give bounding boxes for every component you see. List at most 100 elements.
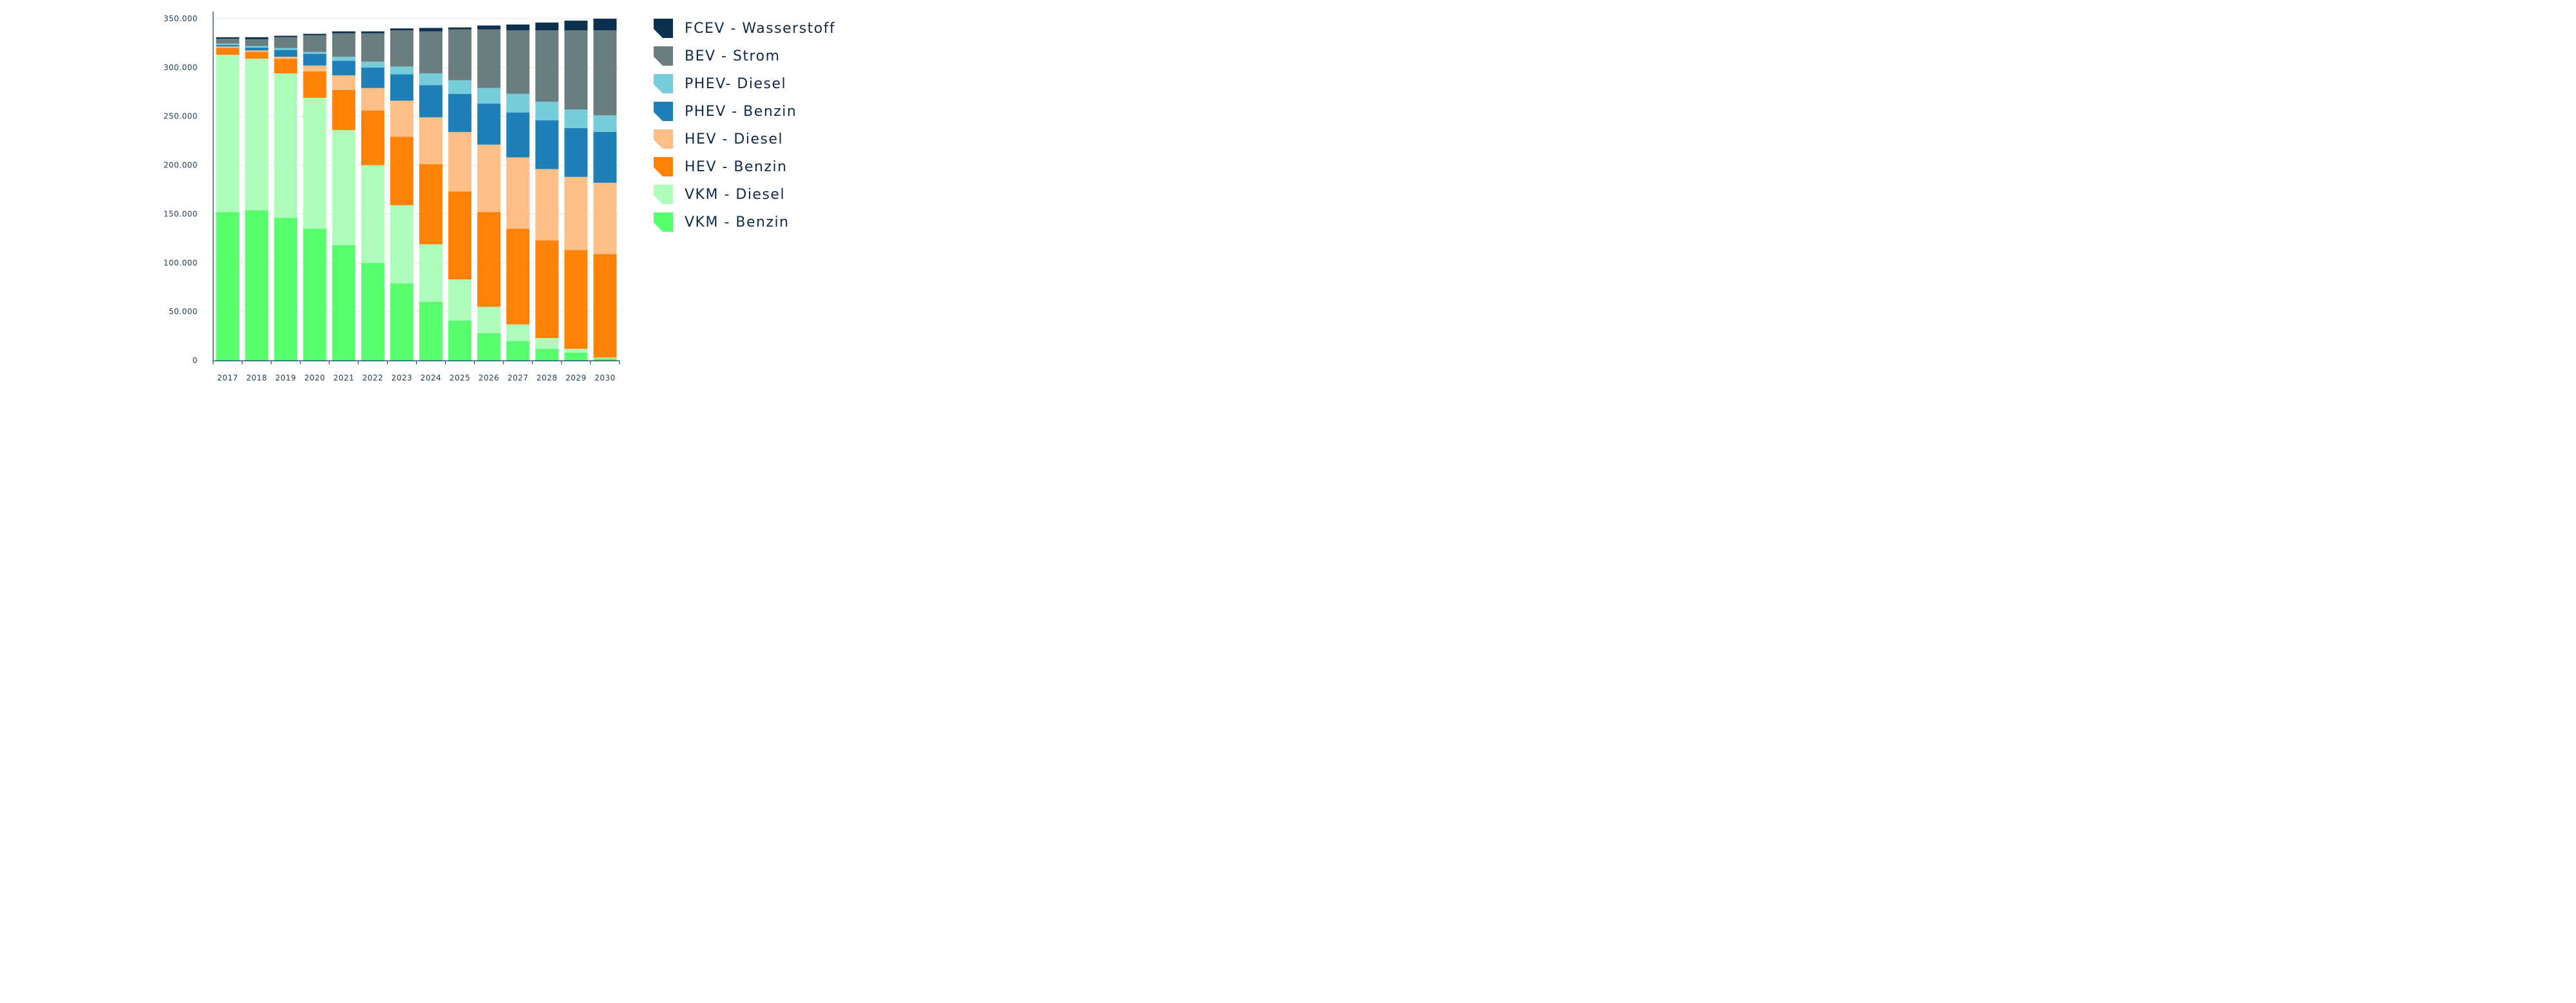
- legend-label: HEV - Diesel: [685, 131, 784, 147]
- bar-segment: [216, 212, 240, 361]
- bar-segment: [332, 89, 355, 130]
- bar-segment: [593, 19, 617, 31]
- bar-segment: [448, 279, 472, 321]
- bar-segment: [477, 25, 501, 30]
- legend-item-bev-strom: BEV - Strom: [654, 46, 781, 66]
- y-tick-labels: 0 50.000 100.000 150.000 200.000 250.000 300.0…: [164, 14, 198, 365]
- y-tick-label: 300.000: [164, 63, 198, 72]
- bar-segment: [274, 35, 298, 37]
- y-tick-label: 200.000: [164, 161, 198, 170]
- bar-segment: [390, 30, 413, 67]
- bar-segment: [593, 254, 617, 358]
- bar-segment: [477, 212, 501, 307]
- legend-swatch: [654, 19, 673, 38]
- legend-item-vkm-diesel: VKM - Diesel: [654, 184, 785, 205]
- legend-swatch: [654, 185, 673, 204]
- bar-segment: [390, 100, 413, 137]
- bar-segment: [448, 320, 472, 361]
- legend-item-fcev-wasserstoff: FCEV - Wasserstoff: [654, 18, 835, 39]
- gridlines: [213, 18, 620, 312]
- bar-segment: [593, 357, 617, 359]
- bar-segment: [361, 263, 384, 361]
- bar-segment: [245, 47, 269, 51]
- bar-segment: [216, 43, 240, 45]
- bar-segment: [419, 85, 443, 118]
- bar-segment: [274, 37, 298, 48]
- bar-segment: [274, 218, 298, 361]
- legend-swatch: [654, 74, 673, 93]
- y-tick-label: 100.000: [164, 258, 198, 267]
- bar-segment: [535, 169, 559, 241]
- bar-segment: [361, 31, 384, 33]
- bar-segment: [593, 182, 617, 254]
- legend-label: FCEV - Wasserstoff: [685, 20, 836, 37]
- bar-segment: [216, 44, 240, 47]
- bar-segment: [477, 103, 501, 145]
- bar-segment: [332, 61, 355, 75]
- bar-segment: [448, 80, 472, 94]
- x-tick-label: 2025: [450, 373, 471, 382]
- legend-item-vkm-benzin: VKM - Benzin: [654, 212, 790, 232]
- x-tick-label: 2027: [507, 373, 529, 382]
- bar-segment: [419, 117, 443, 165]
- legend-label: VKM - Benzin: [685, 214, 790, 230]
- bar-segment: [506, 112, 530, 158]
- bar-segment: [361, 110, 384, 165]
- y-tick-label: 0: [193, 356, 198, 365]
- bar-segment: [361, 67, 384, 88]
- bar-segment: [361, 165, 384, 263]
- x-tick-label: 2021: [334, 373, 355, 382]
- bar-segment: [477, 333, 501, 361]
- legend-swatch: [654, 157, 673, 176]
- bar-segment: [564, 348, 588, 353]
- bar-segment: [535, 338, 559, 349]
- bar-segment: [274, 73, 298, 218]
- y-tick-label: 350.000: [164, 14, 198, 23]
- bar-segment: [303, 53, 327, 66]
- axes: [213, 12, 620, 364]
- bar-segment: [245, 37, 269, 39]
- bar-segment: [593, 358, 617, 361]
- bar-segment: [303, 71, 327, 98]
- bar-segment: [274, 59, 298, 73]
- bar-segment: [419, 28, 443, 32]
- bar-segment: [245, 46, 269, 48]
- bar-segment: [361, 61, 384, 68]
- bar-segment: [593, 131, 617, 183]
- bar-segment: [274, 48, 298, 50]
- bar-segment: [593, 115, 617, 132]
- legend-label: VKM - Diesel: [685, 186, 786, 203]
- bar-segment: [506, 324, 530, 341]
- legend-label: BEV - Strom: [685, 48, 781, 64]
- bar-segment: [564, 250, 588, 349]
- bar-segment: [332, 33, 355, 57]
- bar-segment: [332, 57, 355, 61]
- bar-segment: [390, 66, 413, 75]
- bar-segment: [419, 73, 443, 86]
- bar-segment: [535, 23, 559, 31]
- bar-segment: [390, 283, 413, 361]
- bar-segment: [303, 229, 327, 361]
- legend-swatch: [654, 46, 673, 66]
- bar-segment: [564, 21, 588, 31]
- x-tick-label: 2018: [246, 373, 267, 382]
- bar-segment: [419, 244, 443, 302]
- legend-item-hev-benzin: HEV - Benzin: [654, 156, 788, 177]
- bar-segment: [448, 191, 472, 280]
- bar-segment: [564, 127, 588, 177]
- x-tick-label: 2026: [478, 373, 500, 382]
- bar-segment: [332, 31, 355, 33]
- bar-segment: [477, 144, 501, 212]
- bar-segment: [477, 306, 501, 333]
- bar-segment: [274, 57, 298, 59]
- bar-segment: [245, 50, 269, 52]
- x-tick-label: 2017: [217, 373, 238, 382]
- bar-segment: [535, 120, 559, 169]
- bar-segment: [216, 39, 240, 44]
- bar-segment: [303, 65, 327, 71]
- bar-segment: [332, 129, 355, 245]
- x-tick-label: 2023: [392, 373, 413, 382]
- x-tick-label: 2019: [275, 373, 296, 382]
- legend-swatch: [654, 129, 673, 149]
- bar-segment: [245, 39, 269, 46]
